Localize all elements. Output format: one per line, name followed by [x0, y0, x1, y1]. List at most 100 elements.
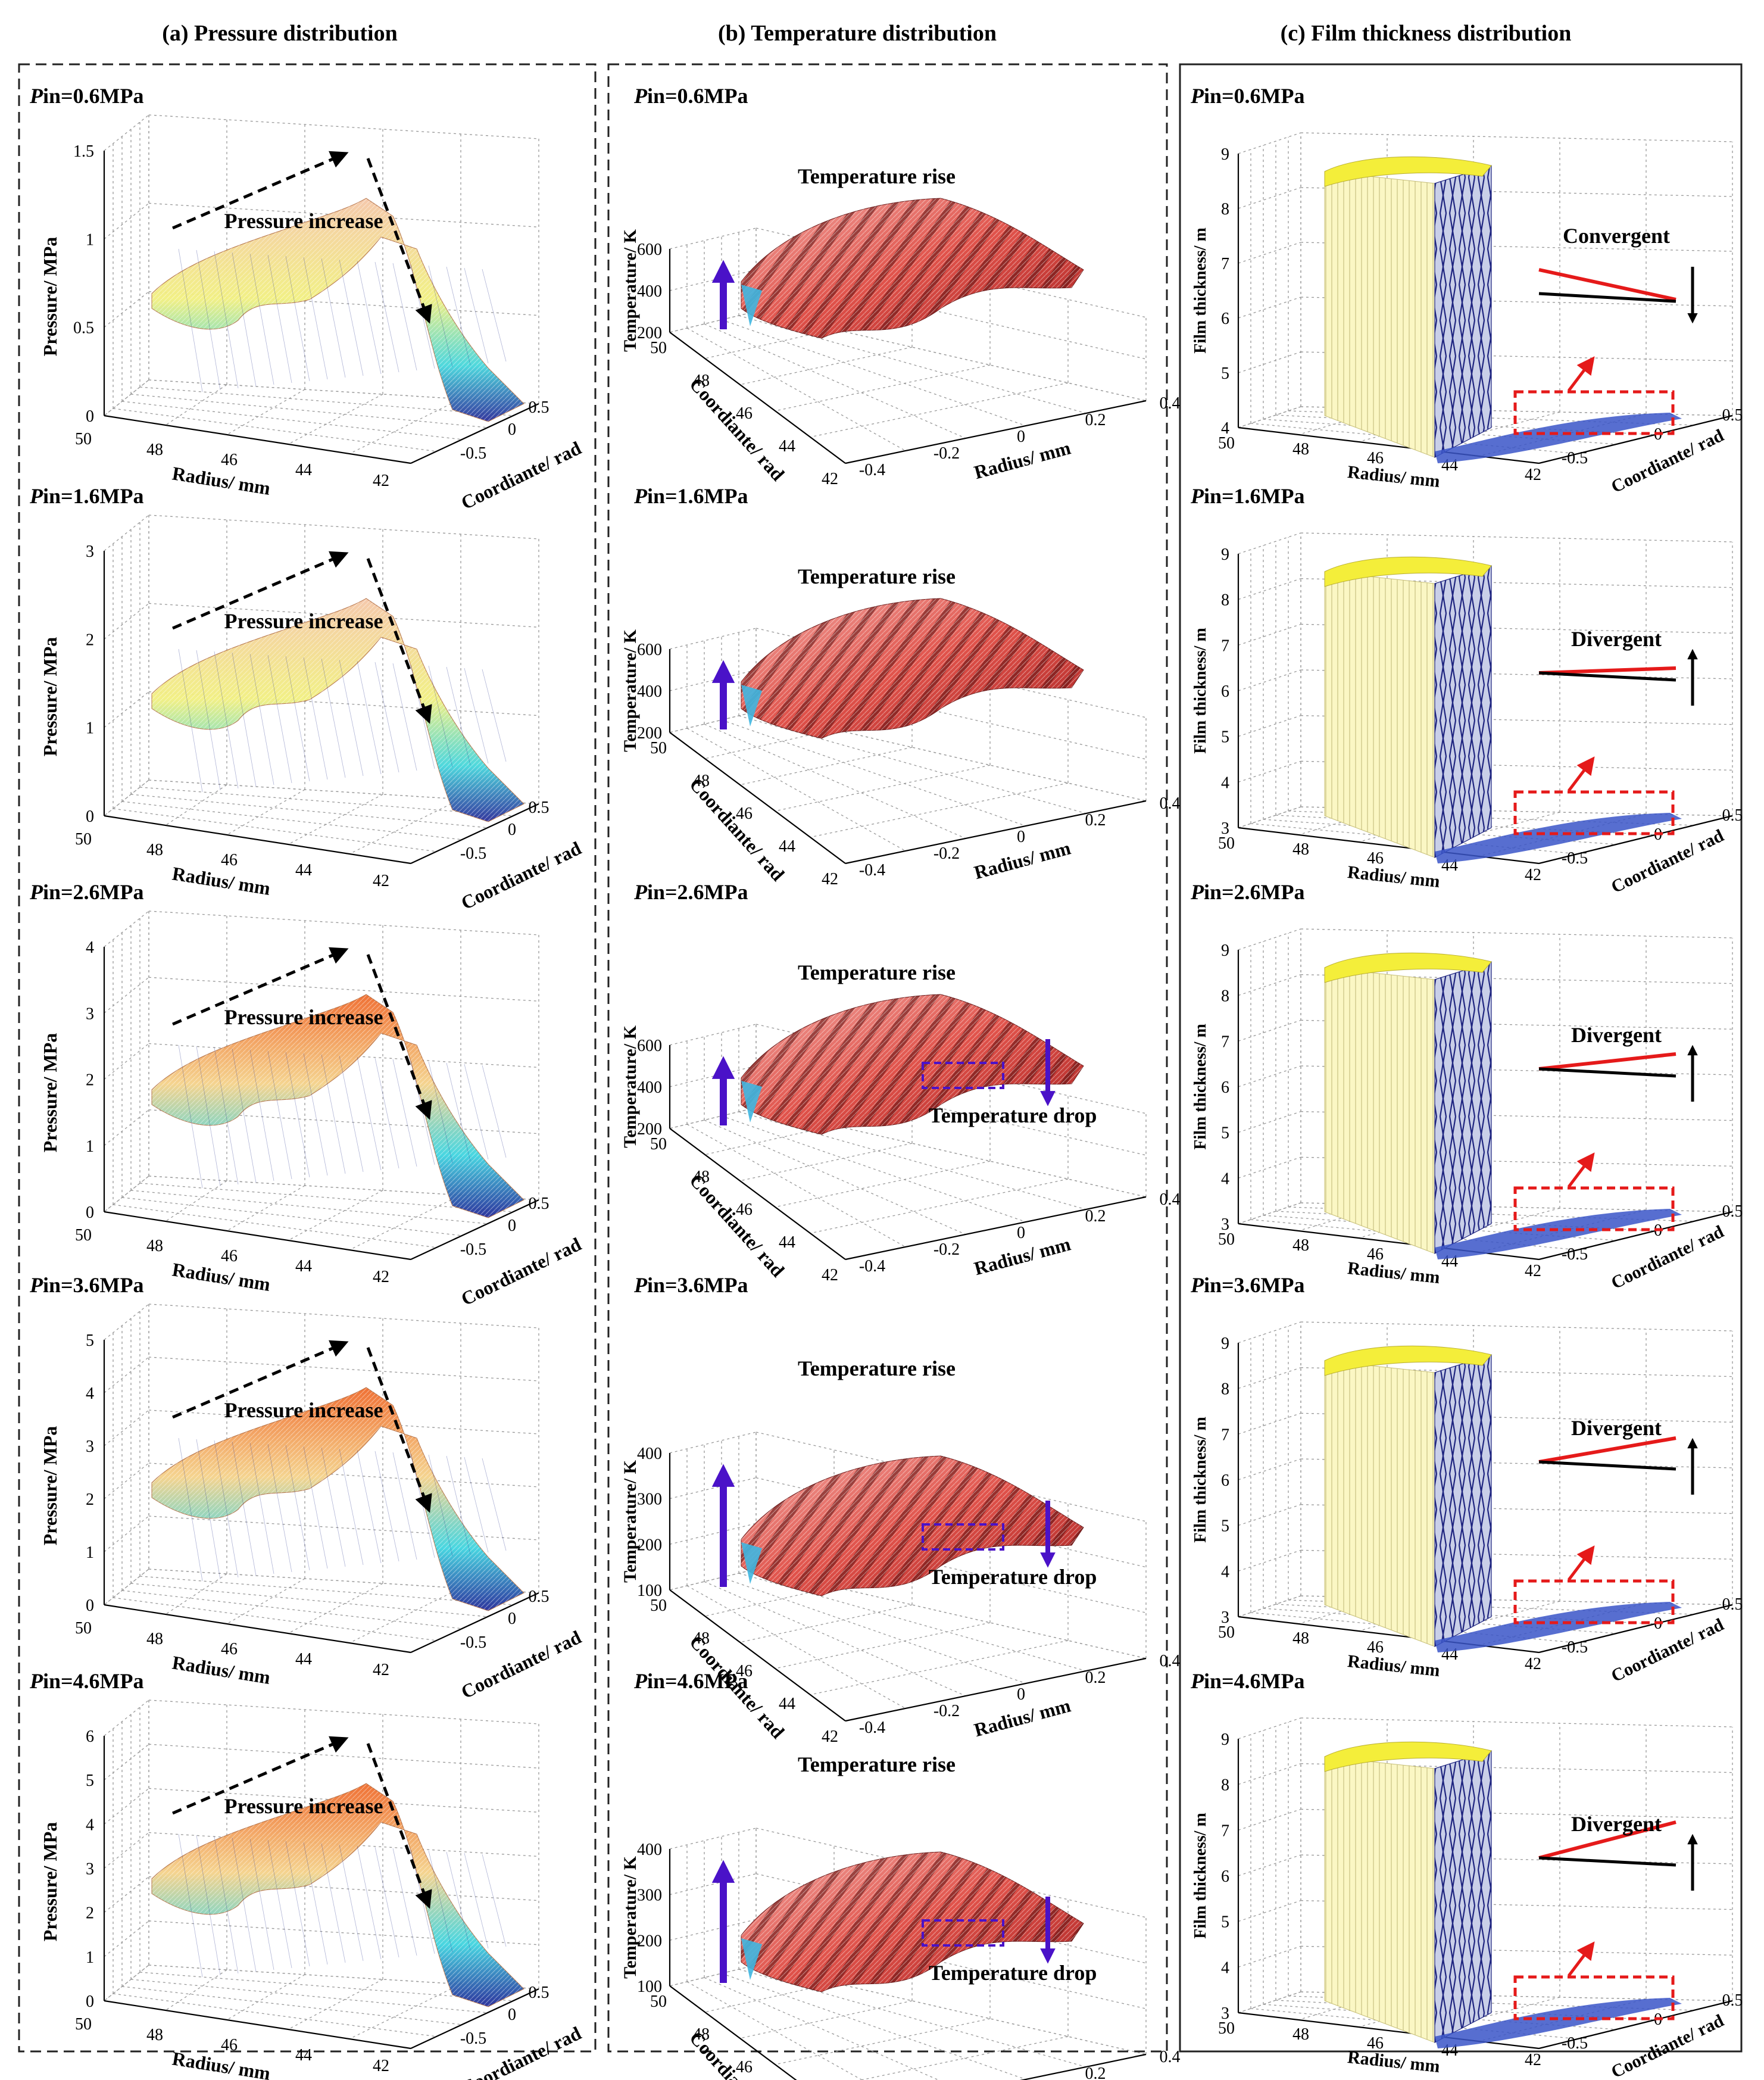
z-tick-label: 9	[1221, 1730, 1229, 1749]
drop-label: Temperature drop	[929, 1103, 1097, 1127]
z-tick-label: 2	[86, 631, 94, 649]
gridline	[739, 1604, 913, 1643]
z-axis-label: Film thickness/ m	[1191, 1813, 1210, 1939]
y-tick-label: 42	[822, 1727, 838, 1746]
gridline	[104, 1744, 149, 1780]
surface-edge	[741, 1081, 762, 1122]
z-tick-label: 200	[637, 1536, 662, 1554]
gridline	[1238, 132, 1301, 154]
gridline	[226, 789, 305, 835]
z-tick-label: 6	[86, 1727, 94, 1746]
y-tick-label: 44	[779, 437, 795, 456]
zoom-arrow	[1568, 1545, 1595, 1581]
y-tick-label: 0.5	[529, 1588, 550, 1606]
mesh-line	[339, 1448, 364, 1566]
z-tick-label: 8	[1221, 1380, 1229, 1399]
gridline	[148, 114, 539, 139]
y-tick-label: 0.5	[1722, 406, 1743, 425]
gridline	[113, 1993, 437, 2037]
gridline	[349, 1195, 461, 1251]
z-tick-label: 3	[1221, 2004, 1229, 2023]
y-tick-label: 48	[693, 372, 710, 390]
z-tick-label: 2	[86, 1490, 94, 1509]
gridline	[148, 1832, 539, 1857]
mesh-line	[267, 1839, 292, 1969]
panel-frame	[1179, 63, 1743, 2053]
x-tick-label: 46	[221, 1640, 238, 1658]
film-surface	[1324, 156, 1682, 463]
y-axis-label: Coordiante/ rad	[1608, 1614, 1727, 1686]
z-tick-label: 6	[1221, 1471, 1229, 1490]
gridline	[1238, 928, 1301, 950]
convergence-label: Convergent	[1563, 224, 1670, 248]
x-axis	[1238, 2012, 1540, 2050]
y-tick-label: 50	[650, 339, 667, 357]
mesh-line	[482, 269, 507, 362]
gridline	[669, 1568, 757, 1591]
gridline	[104, 691, 149, 728]
z-tick-label: 7	[1221, 255, 1229, 273]
gridline	[130, 1583, 488, 1617]
z-tick-label: 6	[1221, 310, 1229, 328]
mesh-line	[482, 1458, 507, 1551]
x-tick-label: 50	[1218, 1623, 1235, 1642]
mesh-line	[303, 1053, 328, 1176]
gridline	[1238, 532, 1301, 554]
gridline	[1300, 928, 1733, 938]
x-axis	[104, 414, 411, 464]
y-tick-label: 50	[650, 1992, 667, 2011]
z-tick-label: 200	[637, 1932, 662, 1950]
x-tick-label: 50	[75, 830, 92, 849]
mesh-line	[303, 1842, 328, 1965]
surface-mesh	[152, 1387, 524, 1611]
y-tick-label: 42	[822, 870, 838, 888]
mesh-line	[321, 1447, 346, 1567]
pin-label: Pin=3.6MPa	[29, 1273, 144, 1297]
x-tick-label: 50	[75, 2015, 92, 2034]
gridline	[104, 910, 149, 947]
z-tick-label: 3	[1221, 819, 1229, 838]
x-tick-label: 0	[1017, 1685, 1025, 1704]
mesh-line	[249, 653, 274, 785]
x-tick-label: 46	[1367, 1245, 1384, 1264]
x-axis	[1238, 1616, 1540, 1654]
mesh-line	[249, 1442, 274, 1574]
mesh-line	[196, 1835, 221, 1976]
gridline	[349, 1588, 461, 1644]
y-tick-label: 46	[736, 404, 753, 423]
x-axis	[104, 815, 411, 865]
mesh-line	[464, 1064, 489, 1160]
zoom-region	[1513, 790, 1675, 835]
gridline	[130, 394, 488, 428]
z-axis-label: Temperature/ K	[620, 629, 640, 751]
mesh-line	[303, 257, 328, 380]
gridline	[669, 227, 757, 250]
navy-wall	[1434, 1354, 1492, 1647]
y-axis-label: Coordiante/ rad	[685, 1170, 789, 1281]
convergence-label: Divergent	[1571, 1812, 1662, 1836]
bottom-sheet	[1435, 1602, 1682, 1652]
z-axis-label: Pressure/ MPa	[39, 1822, 61, 1942]
annotation-label: Pressure increase	[224, 609, 383, 633]
gridline	[1238, 1458, 1301, 1480]
y-axis	[1538, 414, 1733, 464]
surface-mesh	[741, 994, 1084, 1134]
mesh-line	[178, 648, 203, 793]
gridline	[721, 1973, 1026, 2080]
gridline	[121, 1197, 463, 1236]
y-tick-label: 0	[508, 1217, 516, 1235]
surface-edge	[741, 685, 762, 726]
y-axis	[1538, 1211, 1733, 1261]
z-tick-label: 7	[1221, 637, 1229, 655]
x-tick-label: 42	[1525, 1262, 1541, 1280]
y-tick-label: 42	[822, 1266, 838, 1284]
mesh-line	[285, 255, 310, 382]
red-line	[1538, 268, 1676, 301]
y-axis-label: Coordiante/ rad	[1608, 2010, 1727, 2080]
mesh-line	[446, 1062, 471, 1162]
mesh-line	[303, 657, 328, 780]
film-plot: Pin=4.6MPa 3 4 5 6 7 8 9 Film thickness/ m 50 48 46…	[1190, 1669, 1743, 2080]
gridline	[1238, 1854, 1301, 1876]
